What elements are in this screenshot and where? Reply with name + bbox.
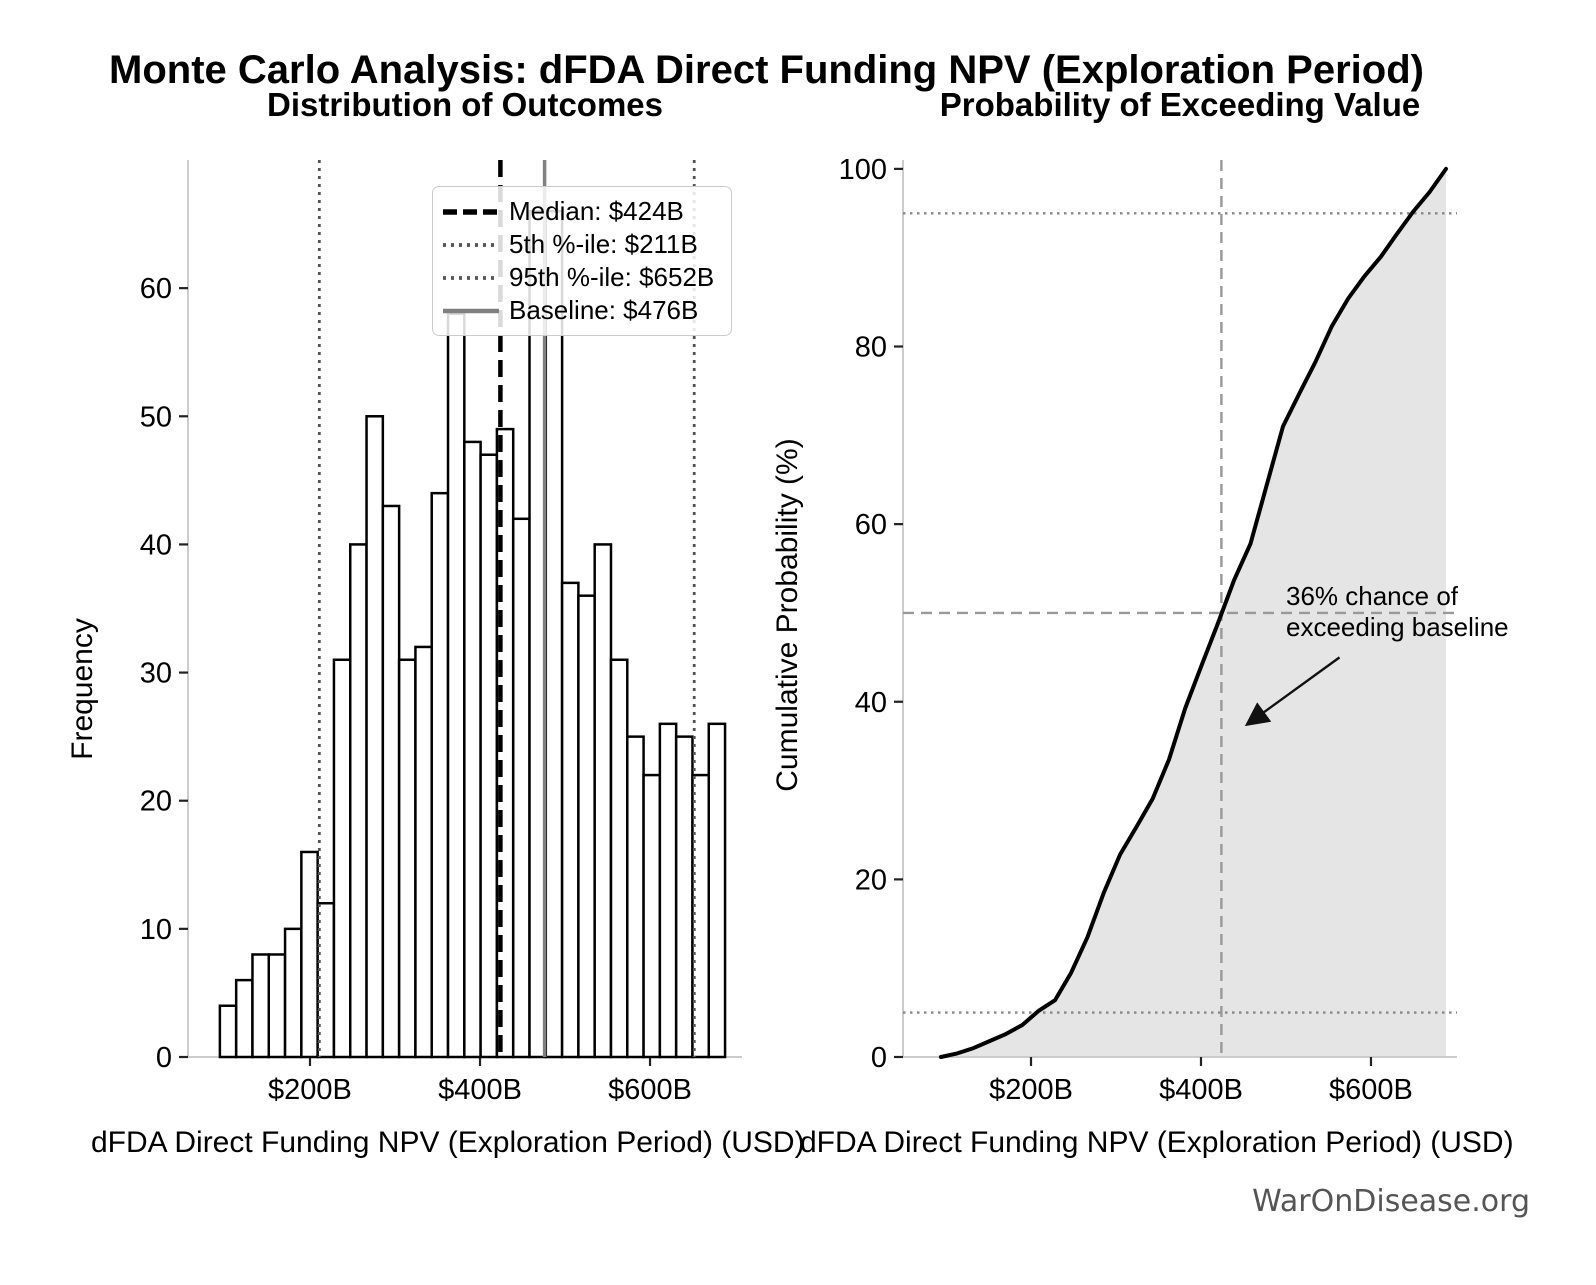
histogram-bar bbox=[218, 1004, 238, 1059]
legend: Median: $424B 5th %-ile: $211B 95th %-ile:… bbox=[432, 186, 732, 336]
left-y-tick-label: 30 bbox=[140, 658, 172, 690]
histogram-bar bbox=[577, 594, 596, 1059]
cdf-shaded-area bbox=[940, 168, 1446, 1057]
histogram-bar bbox=[267, 953, 287, 1059]
histogram-bar bbox=[381, 504, 401, 1059]
histogram-bar bbox=[348, 543, 368, 1059]
right-y-axis-label: Cumulative Probability (%) bbox=[771, 438, 804, 792]
legend-item-baseline: Baseline: $476B bbox=[443, 294, 721, 327]
histogram-bar bbox=[463, 440, 482, 1059]
left-x-tick-label: $600B bbox=[608, 1074, 692, 1106]
left-y-tick-label: 20 bbox=[140, 786, 172, 818]
legend-dotted-line-sample bbox=[443, 275, 499, 280]
left-y-tick-label: 10 bbox=[140, 914, 172, 946]
right-x-tick-label: $400B bbox=[1159, 1074, 1243, 1106]
histogram-bar bbox=[234, 978, 254, 1059]
annotation-text: 36% chance of exceeding baseline bbox=[1286, 581, 1509, 643]
right-chart-title: Probability of Exceeding Value bbox=[939, 86, 1421, 123]
left-y-tick-label: 40 bbox=[140, 529, 172, 561]
right-x-axis-label: dFDA Direct Funding NPV (Exploration Per… bbox=[800, 1126, 1514, 1159]
histogram-bar bbox=[544, 210, 564, 1059]
legend-dashed-line-sample bbox=[443, 208, 499, 215]
right-y-tick-label: 60 bbox=[855, 509, 887, 541]
histogram-bar bbox=[414, 645, 433, 1059]
right-y-tick-label: 0 bbox=[871, 1042, 887, 1074]
legend-item-label: 95th %-ile: $652B bbox=[509, 262, 715, 292]
right-y-tick-label: 20 bbox=[855, 864, 887, 896]
figure-title: Monte Carlo Analysis: dFDA Direct Fundin… bbox=[109, 48, 1424, 92]
histogram-bar bbox=[674, 735, 694, 1059]
histogram-bar bbox=[430, 491, 450, 1059]
legend-item-label: Baseline: $476B bbox=[509, 295, 699, 325]
histogram-bar bbox=[642, 773, 662, 1059]
right-x-tick-label: $200B bbox=[989, 1074, 1073, 1106]
right-x-tick-label: $600B bbox=[1329, 1074, 1413, 1106]
cdf-curve bbox=[938, 166, 1448, 1059]
left-x-tick-label: $200B bbox=[268, 1074, 352, 1106]
histogram-bar bbox=[479, 453, 499, 1059]
right-y-tick-label: 80 bbox=[855, 332, 887, 364]
legend-item-p95: 95th %-ile: $652B bbox=[443, 261, 721, 294]
legend-solid-line-sample bbox=[443, 308, 499, 313]
left-y-tick-label: 50 bbox=[140, 401, 172, 433]
histogram-bar bbox=[593, 543, 613, 1059]
histogram-bar bbox=[397, 658, 417, 1059]
histogram-bar bbox=[609, 658, 629, 1059]
legend-item-median: Median: $424B bbox=[443, 195, 721, 228]
histogram-bar bbox=[658, 722, 678, 1059]
histogram-bar bbox=[283, 927, 303, 1059]
annotation-line-2: exceeding baseline bbox=[1286, 612, 1509, 642]
histogram-bar bbox=[332, 658, 352, 1059]
left-y-tick-label: 0 bbox=[156, 1042, 172, 1074]
left-y-axis-label: Frequency bbox=[66, 618, 99, 760]
histogram-bar bbox=[446, 312, 466, 1059]
watermark: WarOnDisease.org bbox=[1252, 1184, 1530, 1219]
histogram-bar bbox=[365, 415, 385, 1059]
histogram-bar bbox=[707, 722, 727, 1059]
legend-dotted-line-sample bbox=[443, 242, 499, 247]
histogram-bar bbox=[560, 581, 580, 1059]
histogram-bar bbox=[251, 953, 271, 1059]
left-x-axis-label: dFDA Direct Funding NPV (Exploration Per… bbox=[91, 1126, 805, 1159]
annotation-line-1: 36% chance of bbox=[1286, 581, 1459, 611]
left-chart-title: Distribution of Outcomes bbox=[267, 86, 663, 123]
legend-item-label: 5th %-ile: $211B bbox=[509, 229, 698, 259]
legend-item-label: Median: $424B bbox=[509, 196, 684, 226]
legend-item-p5: 5th %-ile: $211B bbox=[443, 228, 721, 261]
histogram-bar bbox=[626, 735, 645, 1059]
histogram-bar bbox=[300, 850, 319, 1059]
left-x-tick-label: $400B bbox=[438, 1074, 522, 1106]
left-y-tick-label: 60 bbox=[140, 273, 172, 305]
histogram-bar bbox=[511, 517, 531, 1059]
annotation-arrow bbox=[1244, 656, 1341, 727]
right-y-tick-label: 40 bbox=[855, 687, 887, 719]
right-y-tick-label: 100 bbox=[839, 154, 887, 186]
